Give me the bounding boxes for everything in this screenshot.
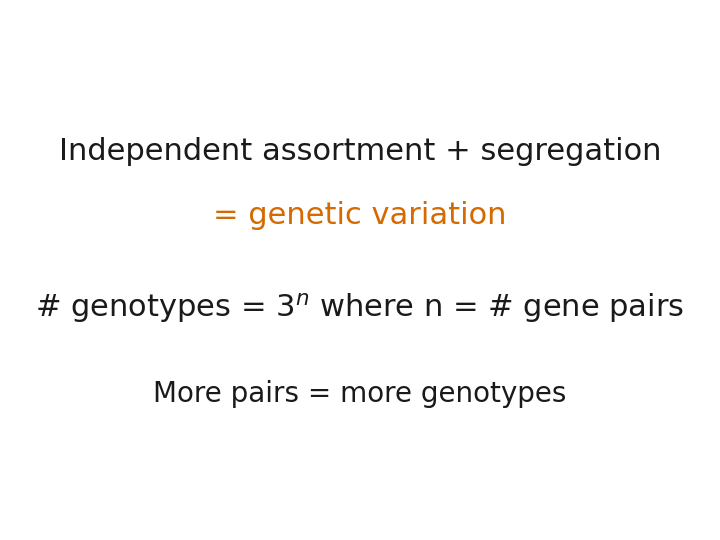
Text: Independent assortment + segregation: Independent assortment + segregation [59, 137, 661, 166]
Text: = genetic variation: = genetic variation [213, 201, 507, 231]
Text: More pairs = more genotypes: More pairs = more genotypes [153, 380, 567, 408]
Text: # genotypes = $3^n$ where n = # gene pairs: # genotypes = $3^n$ where n = # gene pai… [35, 291, 685, 325]
